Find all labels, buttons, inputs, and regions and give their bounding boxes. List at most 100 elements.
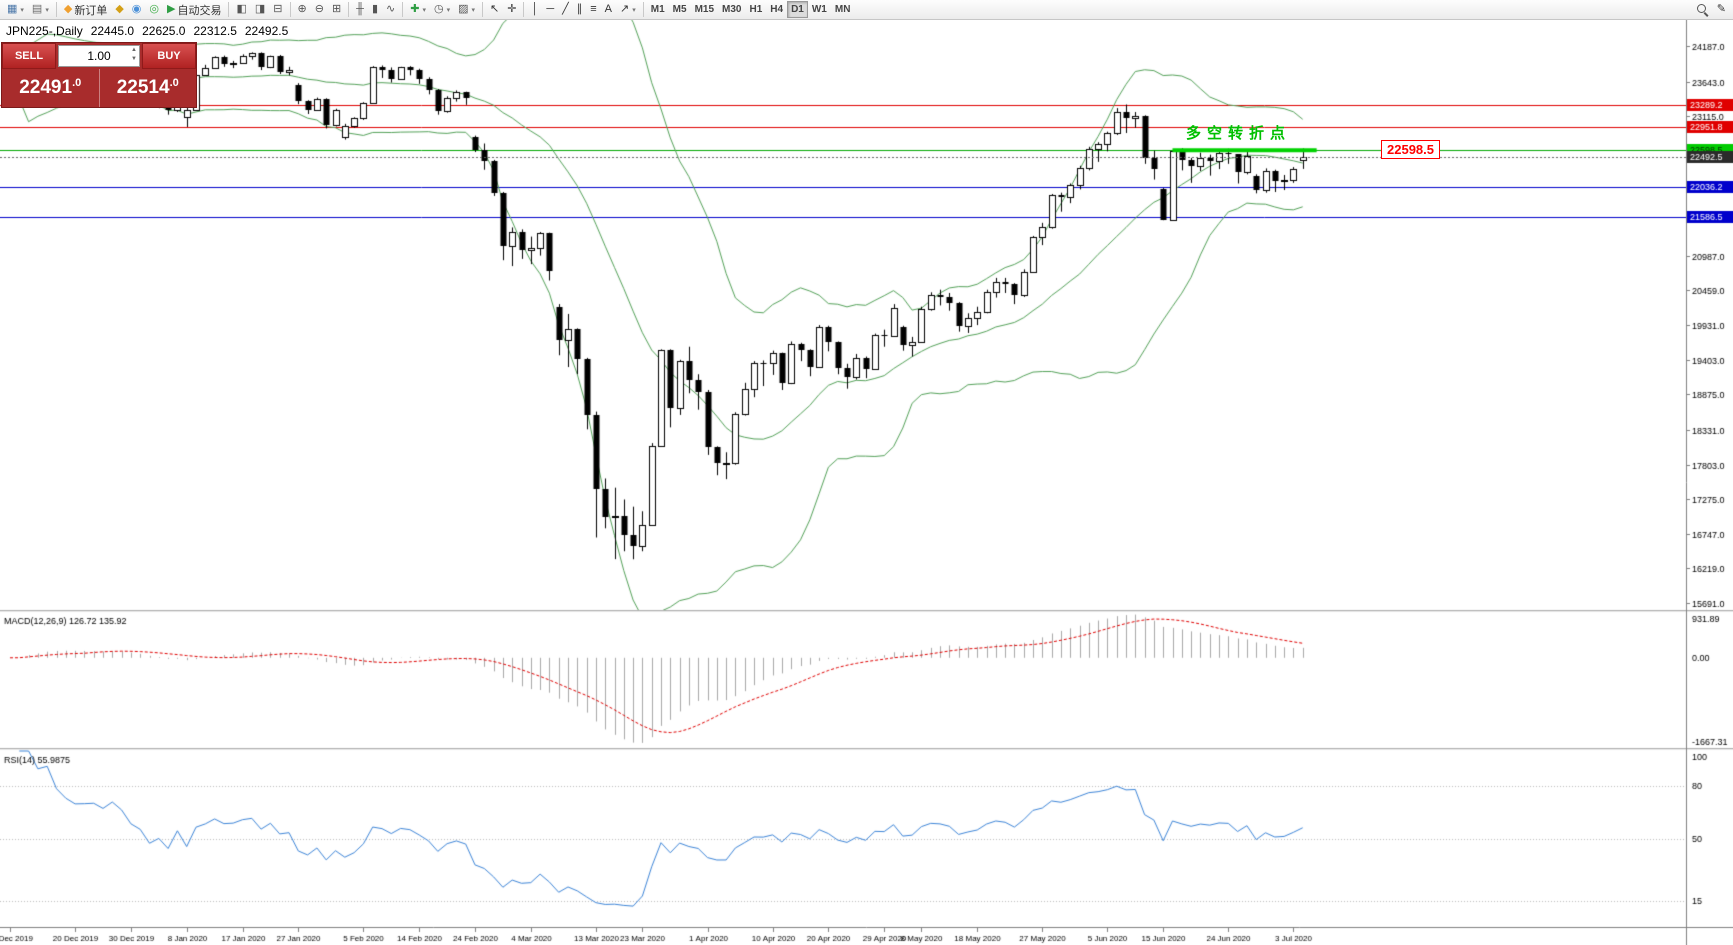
navigator-icon[interactable]: ⊟	[269, 1, 286, 19]
volume-field[interactable]: 1.00 ▲ ▼	[58, 45, 140, 67]
fibonacci-icon[interactable]: ≡	[586, 1, 600, 19]
timeframe-m30[interactable]: M30	[718, 1, 745, 18]
timeframe-mn[interactable]: MN	[831, 1, 855, 18]
fibonacci-icon: ≡	[590, 3, 597, 15]
horizontal-line-icon[interactable]: ─	[542, 1, 558, 19]
timeframe-h4[interactable]: H4	[766, 1, 787, 18]
feedback-icon: ✎	[1716, 3, 1726, 15]
cursor-icon[interactable]: ↖	[486, 1, 503, 19]
vertical-line-icon: │	[531, 3, 539, 15]
zoom-out-icon: ⊖	[314, 3, 324, 15]
periods-icon[interactable]: ◷ ▾	[430, 1, 454, 19]
new-order-button[interactable]: ◆ 新订单	[60, 1, 111, 19]
toolbar: ▦ ▾ ▤ ▾ ◆ 新订单 ◆ ◉ ◎ ▶ 自动交易 ◧ ◨ ⊟ ⊕ ⊖ ⊞ ╫ ▮ ∿ ✚ ▾ ◷ ▾ ▨ ▾ ↖ ✛ │ ─ ╱ ∥ ≡ A ↗…	[0, 0, 1733, 20]
toolbar-separator	[289, 2, 291, 17]
timeframe-m15[interactable]: M15	[691, 1, 718, 18]
tile-windows-icon[interactable]: ⊞	[328, 1, 345, 19]
zoom-in-icon[interactable]: ⊕	[294, 1, 311, 19]
trendline-icon: ╱	[562, 3, 569, 15]
ohlc-open: 22445.0	[90, 24, 135, 38]
cursor-icon: ↖	[490, 3, 500, 15]
toolbar-separator	[402, 2, 404, 17]
bar-chart-icon[interactable]: ╫	[352, 1, 368, 19]
trade-panel-prices: 22491.0 22514.0	[2, 69, 196, 107]
indicators-icon: ✚	[410, 3, 420, 15]
crosshair-icon[interactable]: ✛	[503, 1, 520, 19]
templates-icon[interactable]: ▨ ▾	[454, 1, 479, 19]
timeframe-m1[interactable]: M1	[647, 1, 669, 18]
autotrading-button[interactable]: ▶ 自动交易	[163, 1, 225, 19]
autotrading-button-label: 自动交易	[177, 4, 222, 17]
ohlc-close: 22492.5	[244, 24, 289, 38]
symbol-title: JPN225-,Daily	[6, 24, 83, 38]
line-chart-icon: ∿	[386, 3, 396, 15]
chevron-down-icon: ▾	[471, 6, 476, 14]
search-icon	[1696, 3, 1709, 16]
timeframe-m5[interactable]: M5	[669, 1, 691, 18]
zoom-in-icon: ⊕	[297, 3, 307, 15]
data-window-icon[interactable]: ◨	[251, 1, 269, 19]
feedback-icon[interactable]: ✎	[1713, 1, 1730, 19]
chevron-down-icon: ▾	[20, 6, 24, 14]
news-icon[interactable]: ◎	[145, 1, 163, 19]
one-click-trading-panel: SELL 1.00 ▲ ▼ BUY 22491.0 22514.0	[1, 42, 197, 108]
toolbar-separator	[228, 2, 230, 17]
ohlc-high: 22625.0	[142, 24, 186, 38]
news-icon: ◎	[149, 3, 159, 15]
toolbar-separator	[482, 2, 484, 17]
vertical-line-icon[interactable]: │	[527, 1, 542, 19]
timeframe-d1[interactable]: D1	[787, 1, 808, 18]
data-window-icon: ◨	[254, 3, 266, 15]
sell-price[interactable]: 22491.0	[2, 69, 100, 107]
arrows-icon: ↗	[620, 3, 630, 15]
market-watch-icon: ◧	[236, 3, 247, 15]
candlestick-chart-icon: ▮	[371, 3, 379, 15]
horizontal-line-icon: ─	[546, 3, 555, 15]
zoom-out-icon[interactable]: ⊖	[311, 1, 328, 19]
equidistant-channel-icon[interactable]: ∥	[573, 1, 587, 19]
trendline-icon[interactable]: ╱	[558, 1, 573, 19]
volume-spinner[interactable]: ▲ ▼	[131, 46, 137, 64]
chevron-down-icon: ▾	[45, 6, 49, 14]
new-chart-icon[interactable]: ▦ ▾	[3, 1, 28, 19]
search-icon[interactable]	[1692, 1, 1713, 19]
timeframe-h1[interactable]: H1	[745, 1, 766, 18]
crosshair-icon: ✛	[507, 3, 517, 15]
text-icon[interactable]: A	[601, 1, 616, 19]
chevron-down-icon: ▾	[422, 6, 426, 14]
new-order-button: ◆	[63, 3, 73, 15]
trade-panel-controls: SELL 1.00 ▲ ▼ BUY	[2, 43, 196, 69]
chevron-down-icon: ▾	[632, 6, 636, 14]
buy-button[interactable]: BUY	[142, 43, 196, 69]
toolbar-separator	[642, 2, 644, 17]
mql5-icon: ◆	[115, 3, 124, 15]
buy-price[interactable]: 22514.0	[116, 77, 179, 98]
ohlc-low: 22312.5	[193, 24, 237, 38]
community-icon: ◉	[131, 3, 142, 15]
sell-button[interactable]: SELL	[2, 43, 56, 69]
arrows-icon[interactable]: ↗ ▾	[616, 1, 640, 19]
profiles-icon: ▤	[31, 3, 43, 15]
templates-icon: ▨	[458, 3, 469, 15]
volume-value[interactable]: 1.00	[87, 49, 111, 63]
price-chart-canvas[interactable]	[0, 20, 1733, 945]
toolbar-separator	[55, 2, 57, 17]
profiles-icon[interactable]: ▤ ▾	[28, 1, 53, 19]
toolbar-separator	[523, 2, 525, 17]
timeframe-w1[interactable]: W1	[808, 1, 831, 18]
periods-icon: ◷	[433, 3, 444, 15]
indicators-icon[interactable]: ✚ ▾	[406, 1, 430, 19]
text-icon: A	[604, 3, 613, 15]
spin-down-icon[interactable]: ▼	[131, 56, 137, 62]
spin-up-icon[interactable]: ▲	[131, 47, 137, 53]
market-watch-icon[interactable]: ◧	[232, 1, 250, 19]
community-icon[interactable]: ◉	[128, 1, 146, 19]
candlestick-chart-icon[interactable]: ▮	[368, 1, 382, 19]
equidistant-channel-icon: ∥	[576, 3, 583, 15]
line-chart-icon[interactable]: ∿	[382, 1, 399, 19]
bar-chart-icon: ╫	[356, 3, 364, 15]
symbol-info: JPN225-,Daily 22445.0 22625.0 22312.5 22…	[6, 24, 288, 38]
mql5-icon[interactable]: ◆	[111, 1, 127, 19]
navigator-icon: ⊟	[273, 3, 283, 15]
autotrading-button: ▶	[167, 3, 176, 15]
